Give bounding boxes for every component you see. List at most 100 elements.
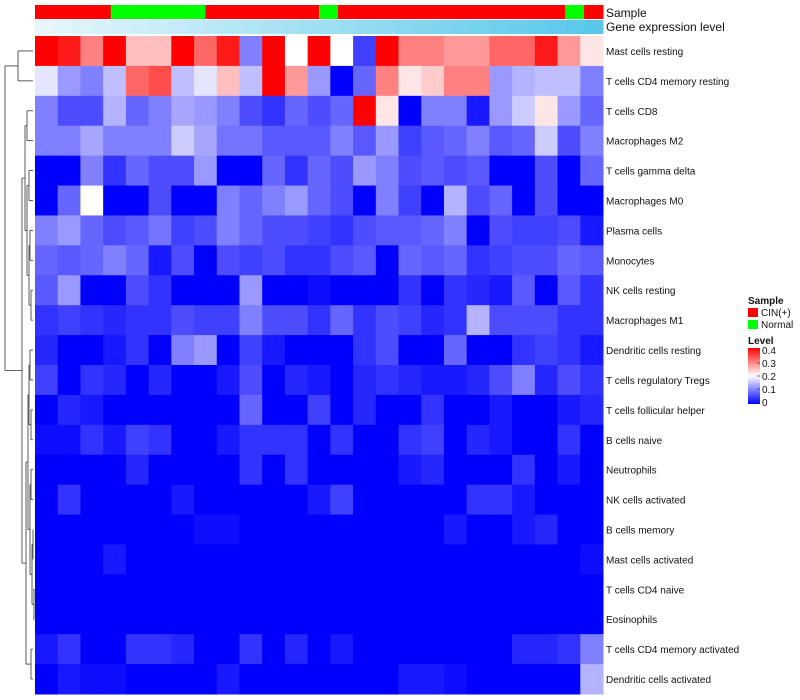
heatmap-cell [284,454,309,486]
heatmap-cell [57,544,81,575]
heatmap-cell [580,365,604,396]
heatmap-cell [80,634,104,665]
heatmap-cell [466,514,490,545]
heatmap-cell [398,155,422,187]
heatmap-cell [353,65,377,97]
heatmap-cell [35,394,59,426]
sample-annotation-cell [300,5,320,19]
sample-annotation-cell [281,5,301,19]
heatmap-cell [557,215,581,246]
heatmap-cell [534,424,559,456]
sample-annotation-cell [584,5,604,19]
heatmap-cell [171,664,195,695]
heatmap-cell [239,514,263,545]
heatmap-cell [443,664,468,695]
heatmap-cell [307,335,331,366]
heatmap-cell [466,544,490,575]
heatmap-cell [171,275,195,306]
heatmap-cell [80,335,104,366]
heatmap-cell [466,245,490,276]
sample-annotation-cell [565,5,585,19]
heatmap-cell [103,484,127,516]
heatmap-cell [375,394,400,426]
heatmap-cell [262,125,286,157]
row-label: Plasma cells [606,226,662,237]
gene-expression-annotation-cell [167,20,187,34]
heatmap-cell [375,305,400,336]
heatmap-cell [353,125,377,157]
heatmap-cell [307,305,331,336]
heatmap-cell [125,155,150,187]
heatmap-cell [216,65,240,97]
heatmap-cell [194,215,218,246]
heatmap-cell [466,365,490,396]
heatmap-cell [353,394,377,426]
gene-expression-annotation-cell [337,20,358,34]
heatmap-cell [307,155,331,187]
heatmap-cell [194,604,218,635]
heatmap-cell [330,365,354,396]
heatmap-cell [35,215,59,246]
heatmap-cell [148,65,172,97]
heatmap-cell [239,454,263,486]
heatmap-cell [466,155,490,187]
heatmap-cell [216,604,240,635]
gene-expression-annotation-cell [413,20,434,34]
heatmap-cell [534,574,559,605]
heatmap-cell [216,275,240,306]
row-label: Neutrophils [606,466,657,477]
sample-legend-title: Sample [748,296,784,307]
heatmap-cell [489,65,513,97]
heatmap-cell [580,454,604,486]
heatmap-cell [443,275,468,306]
heatmap-cell [148,365,172,396]
heatmap-cell [580,215,604,246]
heatmap-cell [580,514,604,545]
heatmap-cell [284,125,309,157]
heatmap-cell [398,454,422,486]
heatmap-cell [330,245,354,276]
heatmap-cell [80,365,104,396]
heatmap-cell [421,365,445,396]
heatmap-cell [421,394,445,426]
heatmap-cell [57,454,81,486]
heatmap-cell [489,484,513,516]
heatmap-cell [557,65,581,97]
heatmap-cell [262,484,286,516]
heatmap-cell [216,185,240,216]
heatmap-cell [307,95,331,127]
heatmap-cell [398,185,422,216]
heatmap-cell [534,484,559,516]
row-label: T cells CD8 [606,107,658,118]
gene-expression-annotation-cell [470,20,490,34]
gene-expression-annotation-cell [565,20,585,34]
gene-expression-annotation-cell [432,20,453,34]
heatmap-cell [35,365,59,396]
heatmap-cell [284,574,309,605]
heatmap-cell [216,394,240,426]
heatmap-cell [466,36,490,67]
heatmap-cell [148,245,172,276]
heatmap-cell [103,335,127,366]
heatmap-cell [398,484,422,516]
heatmap-cell [57,36,81,67]
heatmap-cell [171,574,195,605]
heatmap-cell [80,574,104,605]
gene-expression-annotation-cell [508,20,528,34]
heatmap-cell [80,65,104,97]
heatmap-cell [125,664,150,695]
heatmap-cell [103,275,127,306]
heatmap-cell [262,604,286,635]
heatmap-cell [148,484,172,516]
heatmap-cell [80,484,104,516]
heatmap-cell [330,514,354,545]
heatmap-cell [307,215,331,246]
heatmap-cell [262,394,286,426]
heatmap-cell [421,95,445,127]
heatmap-cell [353,574,377,605]
heatmap-cell [534,155,559,187]
heatmap-cell [216,335,240,366]
gene-expression-annotation-cell [186,20,206,34]
gene-expression-annotation-cell [243,20,263,34]
sample-annotation-cell [243,5,263,19]
